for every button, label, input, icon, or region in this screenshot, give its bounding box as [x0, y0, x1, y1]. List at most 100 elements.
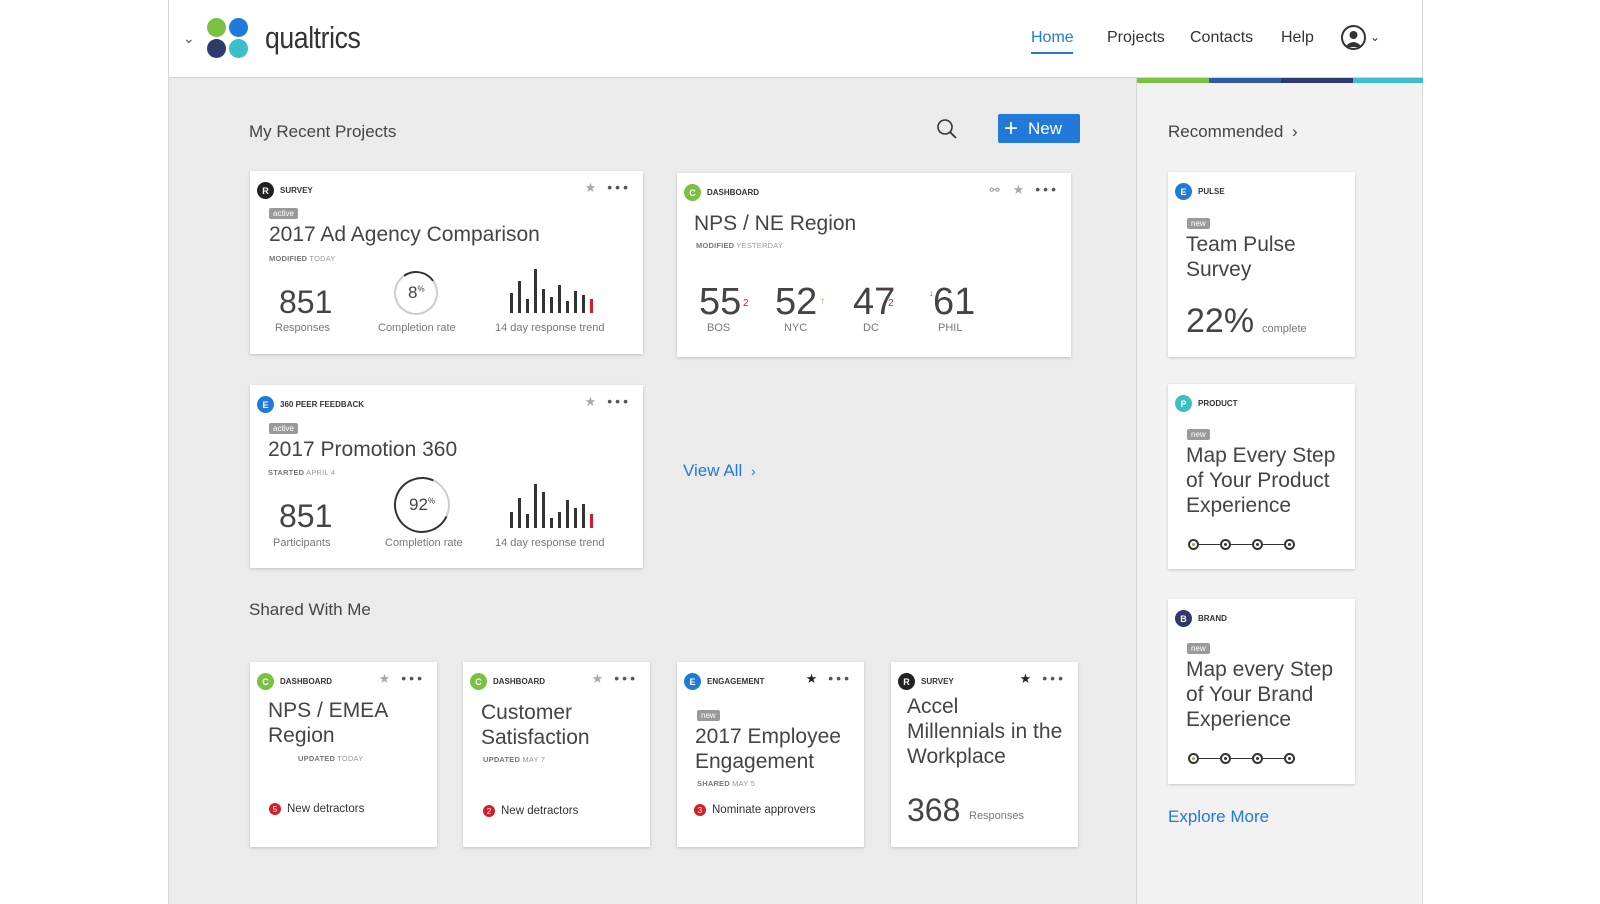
- response-count: 851: [279, 284, 333, 320]
- plus-icon: +: [1004, 114, 1019, 142]
- chevron-down-icon[interactable]: ⌄: [1370, 30, 1381, 44]
- status-badge: new: [697, 710, 720, 721]
- star-icon[interactable]: ★: [584, 180, 600, 195]
- product-icon: P: [1175, 395, 1192, 412]
- more-icon[interactable]: •••: [1035, 181, 1059, 197]
- brand-icon: B: [1175, 610, 1192, 627]
- card-type: ENGAGEMENT: [707, 677, 765, 686]
- dashboard-icon: C: [257, 673, 274, 690]
- nav-projects[interactable]: Projects: [1107, 29, 1165, 46]
- alert-row: 2 New detractors: [483, 805, 578, 817]
- recommended-title[interactable]: Recommended ›: [1168, 122, 1298, 141]
- card-type: 360 PEER FEEDBACK: [280, 400, 365, 409]
- nav-help[interactable]: Help: [1281, 29, 1314, 46]
- view-all-link[interactable]: View All ›: [683, 461, 756, 480]
- recommended-card[interactable]: E PULSE new Team Pulse Survey 22% complet…: [1168, 172, 1355, 357]
- star-icon[interactable]: ★: [1019, 671, 1035, 686]
- status-badge: new: [1187, 218, 1210, 229]
- more-icon[interactable]: •••: [401, 670, 425, 686]
- more-icon[interactable]: •••: [607, 393, 631, 409]
- percent-complete: 22%: [1186, 302, 1255, 340]
- explore-more-link[interactable]: Explore More: [1168, 807, 1270, 826]
- dashboard-icon: C: [684, 184, 701, 201]
- new-label: New: [1028, 118, 1063, 138]
- alert-row: 3 Nominate approvers: [694, 804, 816, 816]
- trend-chart: [510, 269, 593, 313]
- status-badge: new: [1187, 429, 1210, 440]
- status-badge: new: [1187, 643, 1210, 654]
- accent-stripe: [1137, 78, 1209, 83]
- score-value: 55: [699, 281, 742, 323]
- shared-card[interactable]: C DASHBOARD ★ ••• Customer Satisfaction UP…: [463, 662, 650, 847]
- nav-home[interactable]: Home: [1031, 29, 1074, 46]
- response-count: 368: [907, 792, 961, 828]
- survey-icon: R: [898, 673, 915, 690]
- card-meta: STARTED APRIL 4: [268, 468, 336, 477]
- shared-card[interactable]: R SURVEY ★ ••• Accel Millennials in the Wor…: [891, 662, 1078, 847]
- search-icon[interactable]: [936, 118, 958, 145]
- feedback-icon: E: [257, 396, 274, 413]
- survey-icon: R: [257, 182, 274, 199]
- star-icon[interactable]: ★: [1012, 182, 1028, 197]
- more-icon[interactable]: •••: [614, 670, 638, 686]
- count-label: Responses: [275, 322, 331, 334]
- project-card[interactable]: R SURVEY ★ ••• active 2017 Ad Agency Comp…: [250, 171, 643, 354]
- arrow-down-icon: ↓: [929, 288, 934, 298]
- score-value: 61: [933, 281, 976, 323]
- chevron-right-icon: ›: [1292, 122, 1298, 141]
- card-type: SURVEY: [921, 677, 954, 686]
- section-title-recent: My Recent Projects: [249, 122, 397, 141]
- card-title[interactable]: Team Pulse Survey: [1186, 233, 1296, 281]
- card-title[interactable]: Map Every Step of Your Product Experience: [1186, 444, 1336, 517]
- participant-count: 851: [279, 498, 333, 534]
- user-icon[interactable]: [1341, 25, 1366, 50]
- new-project-button[interactable]: + New: [998, 114, 1080, 143]
- score-delta: 2: [743, 298, 749, 309]
- star-icon[interactable]: ★: [805, 671, 821, 686]
- card-title[interactable]: Customer Satisfaction: [481, 701, 590, 749]
- chevron-down-icon[interactable]: ⌄: [183, 30, 195, 46]
- qualtrics-logo[interactable]: [207, 18, 249, 60]
- recommended-card[interactable]: P PRODUCT new Map Every Step of Your Prod…: [1168, 384, 1355, 569]
- arrow-up-icon: ↑: [820, 296, 825, 307]
- main-content: My Recent Projects + New R SURVEY ★ ••• a…: [169, 78, 1136, 904]
- nav-contacts[interactable]: Contacts: [1190, 29, 1254, 46]
- share-icon[interactable]: ⚯: [989, 183, 1003, 197]
- app-frame: ⌄ qualtrics Home Projects Contacts Help …: [168, 0, 1423, 904]
- card-title[interactable]: Accel Millennials in the Workplace: [907, 695, 1063, 768]
- rate-label: Completion rate: [385, 537, 463, 549]
- more-icon[interactable]: •••: [1042, 670, 1066, 686]
- recommended-card[interactable]: B BRAND new Map every Step of Your Brand E…: [1168, 599, 1355, 784]
- card-title[interactable]: 2017 Ad Agency Comparison: [269, 223, 540, 246]
- shared-card[interactable]: C DASHBOARD ★ ••• NPS / EMEA Region UPDATE…: [250, 662, 437, 847]
- star-icon[interactable]: ★: [584, 394, 600, 409]
- card-type: PRODUCT: [1198, 399, 1238, 408]
- section-title-shared: Shared With Me: [249, 600, 371, 619]
- step-indicator: [1188, 753, 1295, 764]
- card-title[interactable]: 2017 Promotion 360: [268, 438, 458, 461]
- card-type: BRAND: [1198, 614, 1227, 623]
- shared-card[interactable]: E ENGAGEMENT ★ ••• new 2017 Employee Engag…: [677, 662, 864, 847]
- project-card[interactable]: E 360 PEER FEEDBACK ★ ••• active 2017 Pro…: [250, 385, 643, 568]
- alert-row: 5 New detractors: [269, 803, 364, 815]
- rate-label: Completion rate: [378, 322, 456, 334]
- step-indicator: [1188, 539, 1295, 550]
- card-title[interactable]: NPS / EMEA Region: [268, 699, 389, 747]
- status-badge: active: [269, 423, 298, 434]
- card-meta: MODIFIED TODAY: [269, 254, 336, 263]
- accent-stripe: [1209, 78, 1281, 83]
- score-label: PHIL: [938, 322, 963, 334]
- chevron-right-icon: ›: [750, 463, 756, 479]
- star-icon[interactable]: ★: [378, 671, 394, 686]
- card-title[interactable]: Map every Step of Your Brand Experience: [1186, 658, 1334, 731]
- count-label: Participants: [273, 537, 331, 549]
- more-icon[interactable]: •••: [607, 179, 631, 195]
- star-icon[interactable]: ★: [591, 671, 607, 686]
- card-title[interactable]: NPS / NE Region: [694, 212, 857, 235]
- score-label: BOS: [707, 322, 731, 334]
- project-card[interactable]: C DASHBOARD ⚯ ★ ••• NPS / NE Region MODIFI…: [677, 173, 1071, 357]
- score-delta: 2: [888, 298, 894, 309]
- more-icon[interactable]: •••: [828, 670, 852, 686]
- card-title[interactable]: 2017 Employee Engagement: [695, 725, 841, 773]
- score-value: 47: [853, 281, 896, 323]
